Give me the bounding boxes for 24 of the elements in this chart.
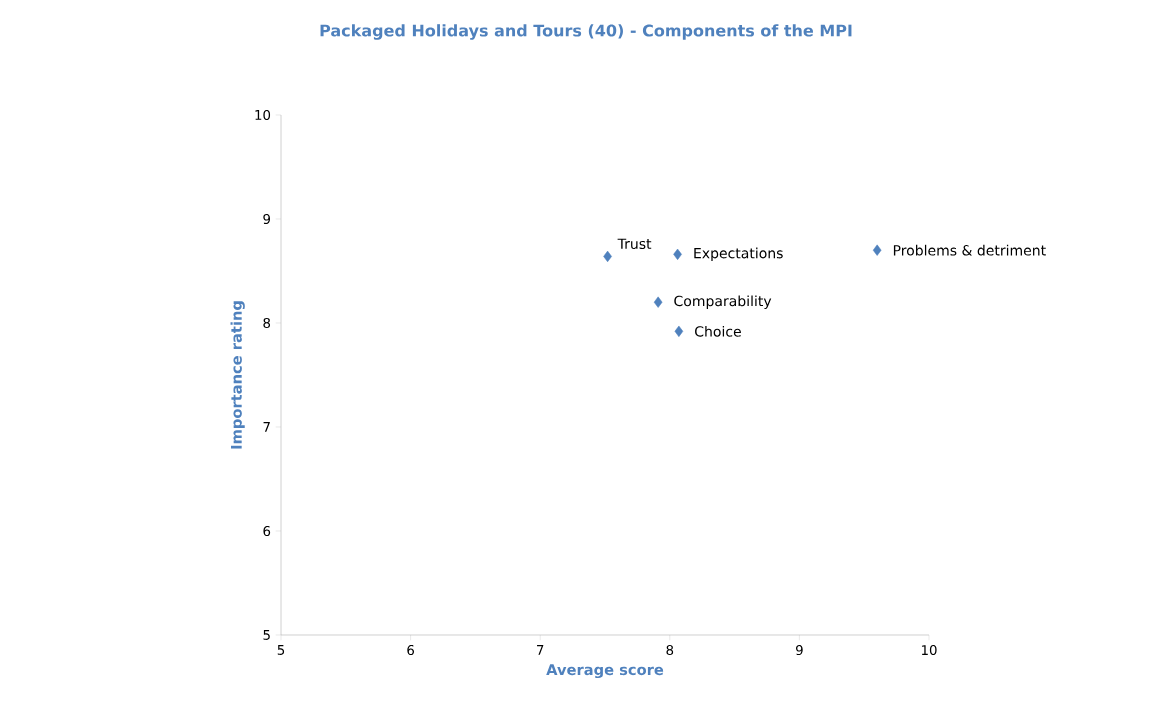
y-axis-title: Importance rating: [230, 301, 245, 449]
x-tick-label: 9: [796, 645, 803, 656]
point: [872, 244, 882, 256]
x-tick-label: 10: [921, 645, 937, 656]
y-tick-label: 10: [255, 109, 271, 121]
point: [653, 296, 663, 308]
x-tick-label: 8: [666, 645, 674, 656]
point: [674, 325, 684, 337]
annotation: Problems & detriment: [893, 244, 1046, 256]
point: [673, 248, 682, 260]
chart-title: Packaged Holidays and Tours (40) - Components of the MPI: [320, 24, 852, 40]
x-tick-label: 6: [407, 645, 415, 656]
annotation: Trust: [617, 238, 652, 250]
x-axis-title: Average score: [546, 664, 664, 679]
annotation: Choice: [695, 325, 741, 337]
x-tick-label: 5: [277, 645, 285, 655]
annotation: Comparability: [674, 295, 772, 309]
annotation: Expectations: [694, 247, 783, 262]
y-tick-label: 6: [263, 525, 271, 537]
x-tick-label: 7: [537, 645, 544, 655]
y-tick-label: 7: [263, 422, 270, 432]
y-tick-label: 8: [263, 317, 271, 329]
y-tick-label: 5: [263, 630, 270, 640]
y-tick-label: 9: [263, 213, 271, 225]
